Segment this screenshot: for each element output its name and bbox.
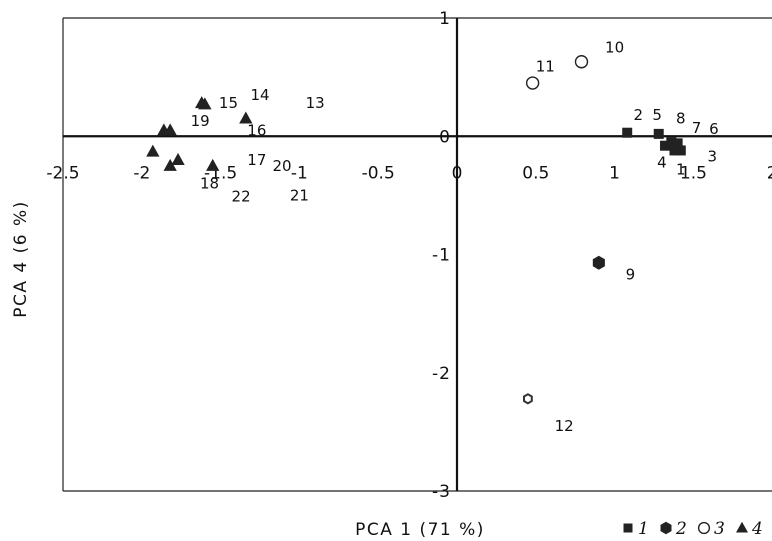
point-label: 5 [652,106,662,124]
point-label: 14 [250,86,269,104]
point-label: 7 [692,119,702,137]
square-marker [672,138,683,149]
point-label: 19 [191,112,210,130]
point-label: 11 [536,57,555,75]
triangle-marker [163,123,177,136]
point-label: 20 [273,157,292,175]
square-marker [669,145,680,156]
point-label: 2 [633,106,643,124]
y-tick-label: -2 [432,364,451,384]
point-label: 9 [626,266,636,284]
circle-marker [574,55,589,69]
point-label: 13 [306,94,325,112]
point-label: 15 [219,94,238,112]
triangle-marker [239,111,253,124]
point-label: 12 [555,417,574,435]
y-axis-title: PCA 4 (6 %) [11,200,31,318]
x-tick-label: 1 [609,163,620,183]
square-marker [675,145,686,156]
circle-marker [697,521,711,535]
triangle-marker [163,158,177,171]
square-marker [660,140,671,151]
square-marker [623,523,633,533]
triangle-marker [206,158,220,171]
square-marker [666,137,677,148]
hexagon-outline-marker [523,393,533,405]
plot-frame [62,17,772,492]
legend-label: 4 [751,519,763,539]
x-tick-label: -1 [291,163,308,183]
x-axis-title: PCA 1 (71 %) [355,520,485,540]
x-tick-label: 0.5 [522,163,549,183]
point-label: 3 [708,147,718,165]
y-tick-labels: 1 0 -1 -2 -3 [432,9,451,502]
hexagon-marker [592,255,605,270]
square-marker [622,127,633,138]
x-tick-labels: -2.5-2-1.5-1-0.500.511.52 [46,163,772,183]
triangle-marker [171,152,185,165]
point-label: 17 [247,151,266,169]
point-label: 18 [200,175,219,193]
y-tick-label: -3 [432,482,451,502]
point-label: 21 [290,186,309,204]
legend-label: 2 [675,519,687,539]
point-label: 16 [247,121,266,139]
x-tick-label: 2 [767,163,772,183]
y-tick-label: -1 [432,246,451,266]
point-label: 10 [605,39,624,57]
zero-axes [63,18,772,491]
x-tick-label: -2 [133,163,150,183]
square-marker [653,128,664,139]
x-tick-label: -0.5 [362,163,395,183]
legend-label: 3 [714,519,725,539]
point-label: 8 [676,110,686,128]
point-label: 1 [676,160,686,178]
point-label: 6 [709,120,719,138]
y-tick-label: 0 [439,127,451,147]
circle-marker [525,76,540,90]
x-tick-label: 0 [452,163,463,183]
legend-label: 1 [638,519,649,539]
data-points [146,55,686,405]
x-tick-label: 1.5 [680,163,707,183]
point-label: 22 [232,188,251,206]
y-tick-label: 1 [439,9,451,29]
legend: 1 2 3 4 [623,519,763,539]
point-label: 4 [657,153,667,171]
triangle-marker [736,521,748,533]
x-tick-label: -2.5 [46,163,79,183]
triangle-marker [198,97,212,110]
hexagon-marker [660,521,672,535]
triangle-marker [146,144,160,157]
